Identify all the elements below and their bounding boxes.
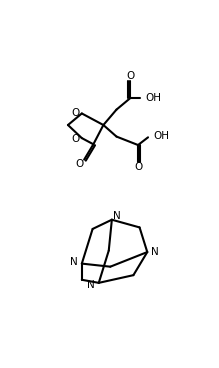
Text: O: O [72, 134, 80, 144]
Text: N: N [70, 257, 78, 267]
Text: O: O [72, 108, 80, 118]
Text: O: O [75, 159, 84, 169]
Text: N: N [113, 211, 120, 221]
Text: O: O [126, 71, 134, 81]
Text: N: N [87, 280, 95, 290]
Text: OH: OH [146, 93, 162, 103]
Text: O: O [134, 162, 142, 172]
Text: N: N [151, 247, 159, 257]
Text: OH: OH [154, 131, 170, 141]
